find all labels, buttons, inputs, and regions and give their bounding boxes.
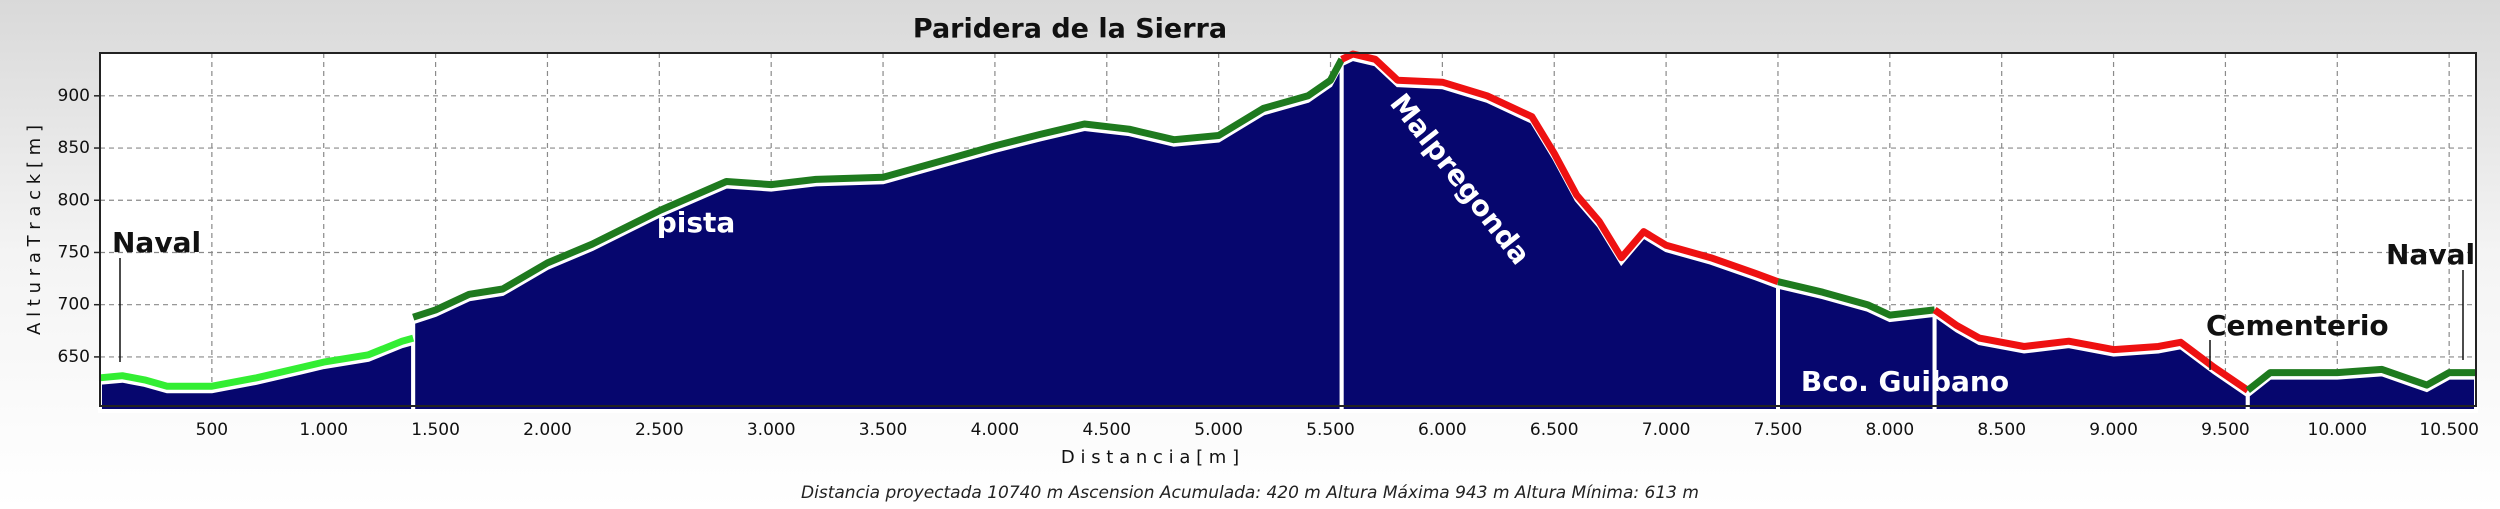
plot-frame xyxy=(99,52,2477,407)
x-tick-label: 3.500 xyxy=(859,420,908,440)
profile-area xyxy=(2245,372,2478,413)
x-axis-title: D i s t a n c i a [ m ] xyxy=(1061,447,1239,468)
footer-stats: Distancia proyectada 10740 m Ascension A… xyxy=(801,483,1699,503)
profile-line xyxy=(1777,278,1936,319)
x-tick-label: 9.500 xyxy=(2201,420,2250,440)
profile-line xyxy=(99,334,415,390)
x-tick-label: 5.000 xyxy=(1194,420,1243,440)
y-tick-label: 700 xyxy=(58,295,90,315)
y-tick-label: 750 xyxy=(58,242,90,262)
x-tick-label: 5.500 xyxy=(1306,420,1355,440)
y-tick-label: 650 xyxy=(58,347,90,367)
annotation: Cementerio xyxy=(2206,309,2389,342)
x-tick-label: 10.000 xyxy=(2308,420,2367,440)
x-tick-label: 2.500 xyxy=(635,420,684,440)
y-tick-label: 800 xyxy=(58,190,90,210)
annotation: Naval xyxy=(2386,238,2475,271)
x-tick-label: 10.500 xyxy=(2419,420,2478,440)
x-tick-label: 9.000 xyxy=(2089,420,2138,440)
profile-line xyxy=(412,57,1345,321)
x-tick-label: 4.500 xyxy=(1082,420,1131,440)
x-tick-label: 3.000 xyxy=(747,420,796,440)
profile-line xyxy=(2245,365,2476,394)
x-tick-label: 8.000 xyxy=(1865,420,1914,440)
annotation: Bco. Guibano xyxy=(1801,365,2009,398)
x-tick-label: 7.000 xyxy=(1642,420,1691,440)
x-tick-label: 8.500 xyxy=(1977,420,2026,440)
x-tick-label: 1.000 xyxy=(299,420,348,440)
x-tick-label: 2.000 xyxy=(523,420,572,440)
x-tick-label: 6.500 xyxy=(1530,420,1579,440)
chart-title: Paridera de la Sierra xyxy=(913,14,1227,45)
y-tick-label: 900 xyxy=(58,86,90,106)
x-tick-label: 6.000 xyxy=(1418,420,1467,440)
x-tick-label: 500 xyxy=(196,420,228,440)
y-tick-label: 850 xyxy=(58,138,90,158)
profile-area xyxy=(411,63,1344,413)
annotation: Naval xyxy=(112,226,201,259)
annotation: pista xyxy=(657,206,736,239)
x-tick-label: 7.500 xyxy=(1754,420,1803,440)
profile-line xyxy=(1932,307,2250,394)
x-tick-label: 1.500 xyxy=(411,420,460,440)
y-axis-title: A l t u r a T r a c k [ m ] xyxy=(24,125,45,335)
profile-line xyxy=(1340,50,1780,285)
profile-area xyxy=(1776,284,1937,413)
x-tick-label: 4.000 xyxy=(971,420,1020,440)
